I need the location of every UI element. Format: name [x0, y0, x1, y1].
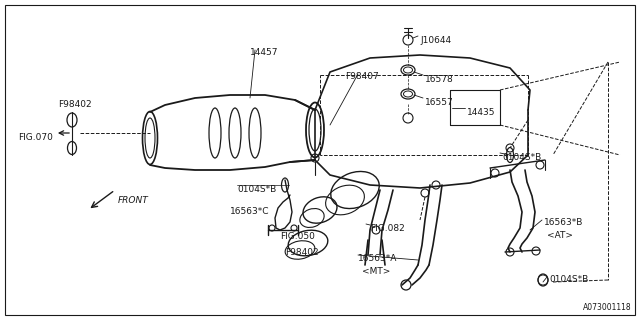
Text: F98407: F98407	[345, 72, 379, 81]
Text: F98402: F98402	[58, 100, 92, 109]
Text: FIG.070: FIG.070	[18, 133, 53, 142]
Text: FRONT: FRONT	[118, 196, 148, 205]
Text: F98402: F98402	[285, 248, 319, 257]
Text: 0104S*B: 0104S*B	[549, 275, 588, 284]
Text: 14435: 14435	[467, 108, 495, 117]
Text: FIG.050: FIG.050	[280, 232, 315, 241]
Text: 0104S*B: 0104S*B	[502, 153, 541, 162]
Text: 16563*C: 16563*C	[230, 207, 269, 216]
Text: 16563*A: 16563*A	[358, 254, 397, 263]
Text: <MT>: <MT>	[362, 267, 390, 276]
Text: <AT>: <AT>	[547, 231, 573, 240]
Text: 16578: 16578	[425, 75, 454, 84]
Text: 14457: 14457	[250, 48, 278, 57]
Text: J10644: J10644	[420, 36, 451, 45]
Text: A073001118: A073001118	[584, 303, 632, 312]
Text: FIG.082: FIG.082	[370, 224, 404, 233]
Text: 16557: 16557	[425, 98, 454, 107]
Text: 0104S*B: 0104S*B	[237, 185, 276, 194]
Text: 16563*B: 16563*B	[544, 218, 584, 227]
